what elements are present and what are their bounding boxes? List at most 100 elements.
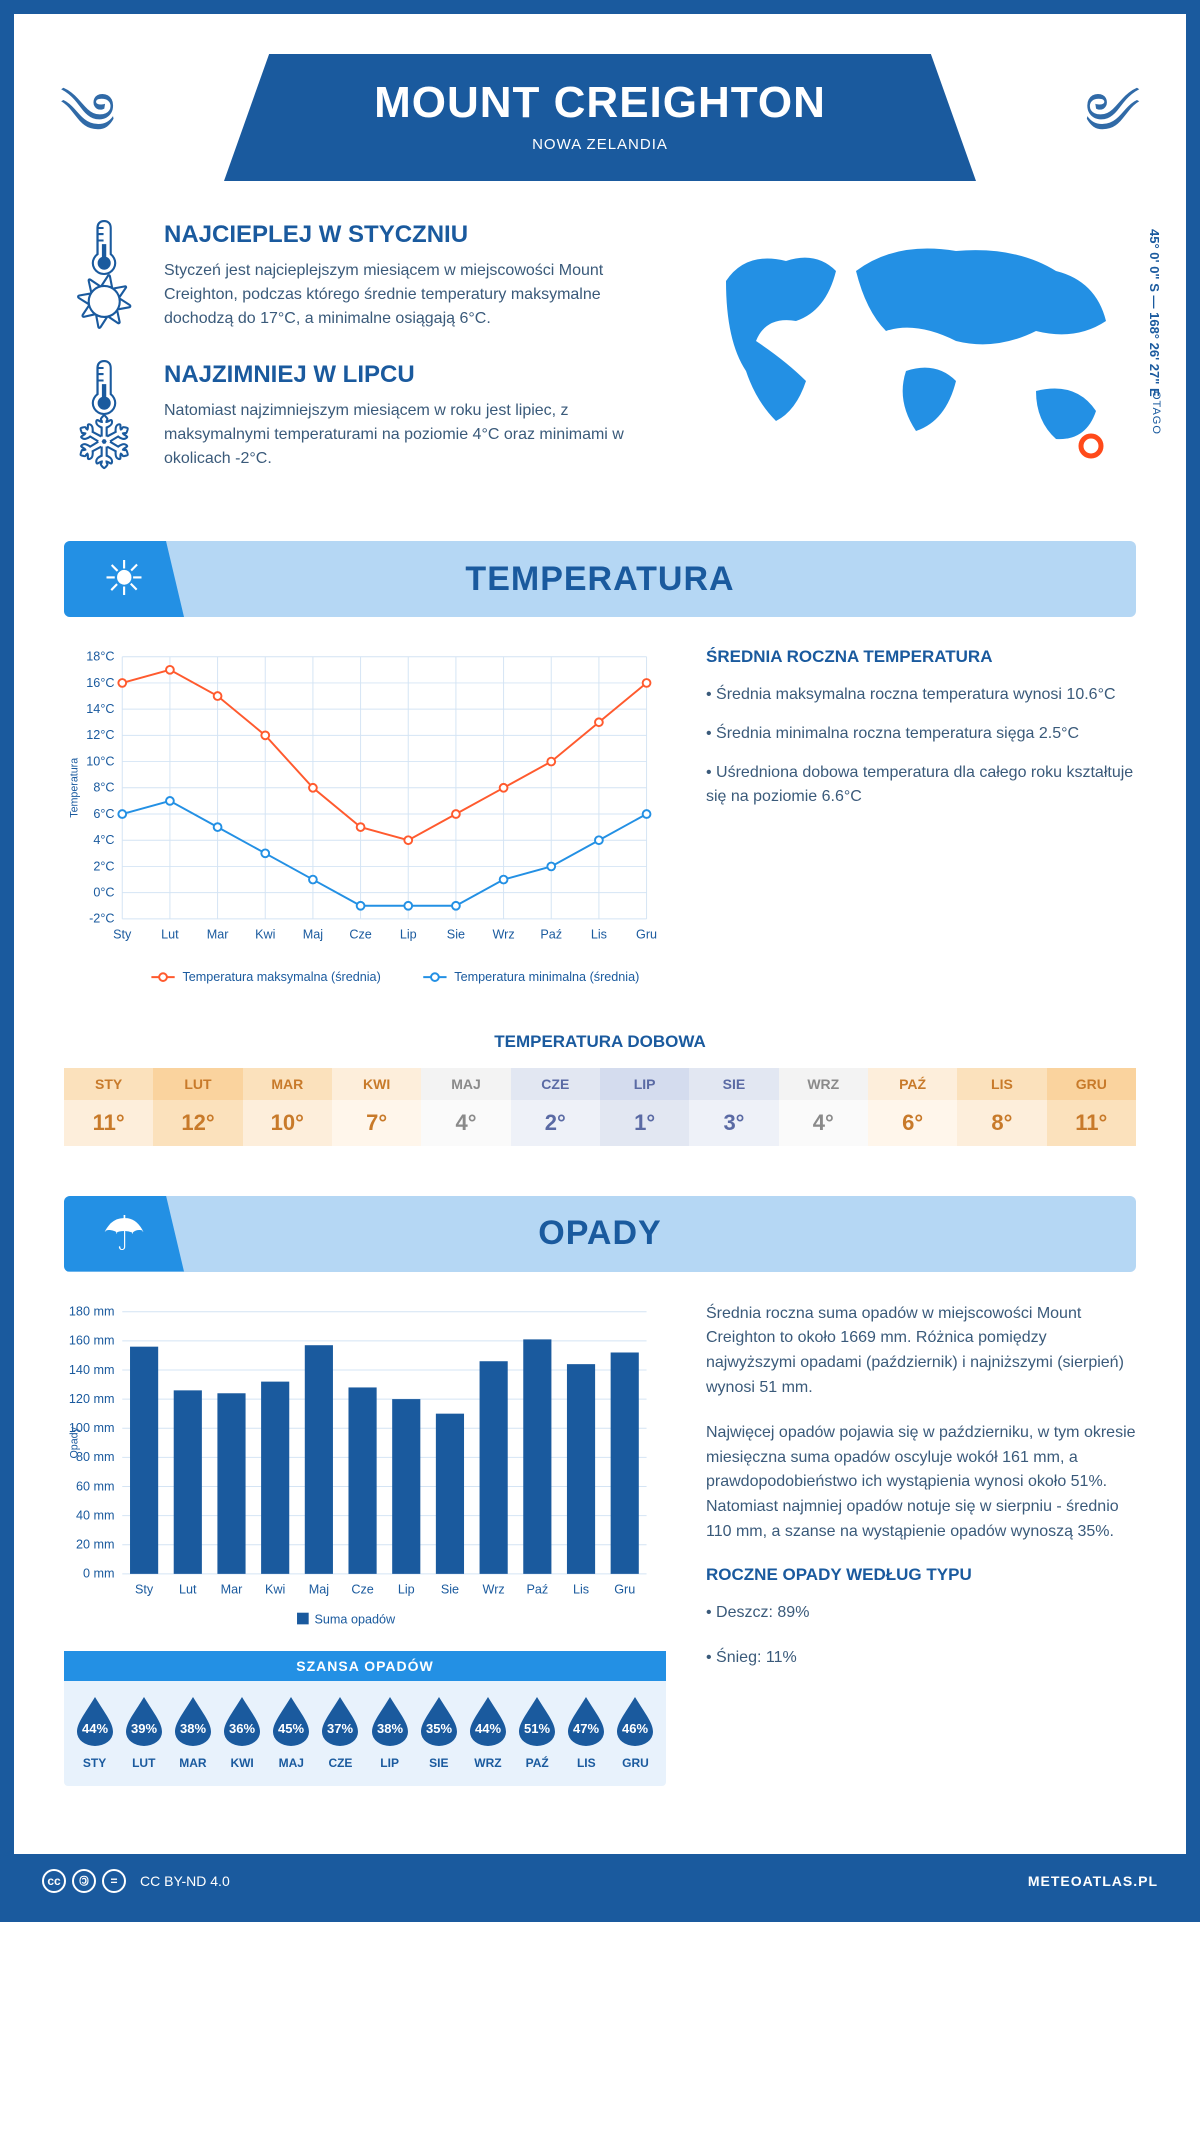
- svg-text:38%: 38%: [377, 1721, 403, 1736]
- svg-text:35%: 35%: [426, 1721, 452, 1736]
- precip-type-line: • Deszcz: 89%: [706, 1601, 1136, 1626]
- svg-text:47%: 47%: [573, 1721, 599, 1736]
- temperature-section-header: ☀ TEMPERATURA: [64, 541, 1136, 617]
- svg-text:Sie: Sie: [441, 1582, 459, 1596]
- country-subtitle: NOWA ZELANDIA: [224, 136, 976, 153]
- daily-temp-cell: STY 11°: [64, 1068, 153, 1146]
- svg-text:Maj: Maj: [303, 927, 323, 941]
- svg-text:Lip: Lip: [400, 927, 417, 941]
- chance-drop: 38% MAR: [168, 1695, 217, 1770]
- svg-text:Wrz: Wrz: [492, 927, 514, 941]
- precip-type-title: ROCZNE OPADY WEDŁUG TYPU: [706, 1565, 1136, 1585]
- world-map: 45° 0' 0" S — 168° 26' 27" E OTAGO: [696, 221, 1136, 501]
- svg-text:37%: 37%: [327, 1721, 353, 1736]
- svg-text:39%: 39%: [131, 1721, 157, 1736]
- warmest-text: Styczeń jest najcieplejszym miesiącem w …: [164, 259, 656, 331]
- svg-text:36%: 36%: [229, 1721, 255, 1736]
- sun-icon: ☀: [64, 541, 184, 617]
- temp-info-line: • Średnia maksymalna roczna temperatura …: [706, 683, 1136, 708]
- umbrella-icon: ☂: [64, 1196, 184, 1272]
- svg-text:Paź: Paź: [540, 927, 562, 941]
- thermometer-cold-icon: 🌡❄: [64, 361, 144, 471]
- svg-text:16°C: 16°C: [86, 676, 114, 690]
- header: MOUNT CREIGHTON NOWA ZELANDIA: [224, 54, 976, 181]
- chance-drop: 44% STY: [70, 1695, 119, 1770]
- daily-temp-cell: LUT 12°: [153, 1068, 242, 1146]
- svg-text:Maj: Maj: [309, 1582, 329, 1596]
- chance-drop: 36% KWI: [218, 1695, 267, 1770]
- svg-text:20 mm: 20 mm: [76, 1537, 115, 1551]
- svg-text:60 mm: 60 mm: [76, 1479, 115, 1493]
- precip-chart: 0 mm20 mm40 mm60 mm80 mm100 mm120 mm140 …: [64, 1302, 666, 1637]
- svg-text:14°C: 14°C: [86, 702, 114, 716]
- daily-temp-cell: LIP 1°: [600, 1068, 689, 1146]
- daily-temp-table: STY 11°LUT 12°MAR 10°KWI 7°MAJ 4°CZE 2°L…: [64, 1068, 1136, 1146]
- svg-text:140 mm: 140 mm: [69, 1362, 115, 1376]
- daily-temp-cell: LIS 8°: [957, 1068, 1046, 1146]
- svg-text:Sie: Sie: [447, 927, 465, 941]
- daily-temp-cell: WRZ 4°: [779, 1068, 868, 1146]
- chance-drop: 37% CZE: [316, 1695, 365, 1770]
- svg-text:160 mm: 160 mm: [69, 1333, 115, 1347]
- svg-text:44%: 44%: [82, 1721, 108, 1736]
- coldest-block: 🌡❄ NAJZIMNIEJ W LIPCU Natomiast najzimni…: [64, 361, 656, 471]
- svg-text:Kwi: Kwi: [255, 927, 275, 941]
- svg-text:Kwi: Kwi: [265, 1582, 285, 1596]
- svg-text:Mar: Mar: [207, 927, 229, 941]
- daily-temp-cell: PAŹ 6°: [868, 1068, 957, 1146]
- chance-drop: 39% LUT: [119, 1695, 168, 1770]
- wind-icon: ༄: [60, 50, 115, 213]
- svg-text:2°C: 2°C: [93, 859, 114, 873]
- chance-drop: 38% LIP: [365, 1695, 414, 1770]
- svg-text:Gru: Gru: [636, 927, 657, 941]
- svg-text:Lut: Lut: [179, 1582, 197, 1596]
- svg-text:12°C: 12°C: [86, 728, 114, 742]
- svg-text:Cze: Cze: [349, 927, 371, 941]
- svg-text:Suma opadów: Suma opadów: [315, 1612, 397, 1626]
- daily-temp-cell: MAR 10°: [243, 1068, 332, 1146]
- svg-text:18°C: 18°C: [86, 650, 114, 664]
- precip-title: OPADY: [184, 1214, 1136, 1253]
- svg-text:Opady: Opady: [69, 1426, 81, 1458]
- svg-text:8°C: 8°C: [93, 781, 114, 795]
- svg-text:40 mm: 40 mm: [76, 1508, 115, 1522]
- chance-drop: 45% MAJ: [267, 1695, 316, 1770]
- svg-text:80 mm: 80 mm: [76, 1450, 115, 1464]
- chance-drop: 44% WRZ: [463, 1695, 512, 1770]
- temp-info-line: • Średnia minimalna roczna temperatura s…: [706, 722, 1136, 747]
- daily-temp-title: TEMPERATURA DOBOWA: [64, 1032, 1136, 1052]
- svg-text:Sty: Sty: [113, 927, 132, 941]
- region-label: OTAGO: [1150, 391, 1162, 435]
- svg-text:0 mm: 0 mm: [83, 1566, 115, 1580]
- temperature-title: TEMPERATURA: [184, 560, 1136, 599]
- svg-text:Lis: Lis: [573, 1582, 589, 1596]
- chance-drop: 35% SIE: [414, 1695, 463, 1770]
- svg-text:180 mm: 180 mm: [69, 1304, 115, 1318]
- license-text: CC BY-ND 4.0: [140, 1873, 230, 1889]
- daily-temp-cell: GRU 11°: [1047, 1068, 1136, 1146]
- precip-type-line: • Śnieg: 11%: [706, 1646, 1136, 1671]
- thermometer-hot-icon: 🌡☀: [64, 221, 144, 331]
- chance-drop: 46% GRU: [611, 1695, 660, 1770]
- coldest-text: Natomiast najzimniejszym miesiącem w rok…: [164, 399, 656, 471]
- temperature-chart: -2°C0°C2°C4°C6°C8°C10°C12°C14°C16°C18°CS…: [64, 647, 666, 1002]
- daily-temp-cell: KWI 7°: [332, 1068, 421, 1146]
- precip-section-header: ☂ OPADY: [64, 1196, 1136, 1272]
- svg-text:Lis: Lis: [591, 927, 607, 941]
- svg-text:Temperatura: Temperatura: [69, 758, 81, 818]
- chance-title: SZANSA OPADÓW: [64, 1651, 666, 1681]
- warmest-title: NAJCIEPLEJ W STYCZNIU: [164, 221, 656, 249]
- svg-text:-2°C: -2°C: [89, 912, 114, 926]
- warmest-block: 🌡☀ NAJCIEPLEJ W STYCZNIU Styczeń jest na…: [64, 221, 656, 331]
- svg-text:Cze: Cze: [351, 1582, 373, 1596]
- svg-text:45%: 45%: [278, 1721, 304, 1736]
- svg-text:Wrz: Wrz: [483, 1582, 505, 1596]
- daily-temp-cell: SIE 3°: [689, 1068, 778, 1146]
- temp-info-title: ŚREDNIA ROCZNA TEMPERATURA: [706, 647, 1136, 667]
- location-title: MOUNT CREIGHTON: [224, 78, 976, 128]
- precip-text: Średnia roczna suma opadów w miejscowośc…: [706, 1302, 1136, 1401]
- svg-text:120 mm: 120 mm: [69, 1392, 115, 1406]
- daily-temp-cell: CZE 2°: [511, 1068, 600, 1146]
- daily-temp-cell: MAJ 4°: [421, 1068, 510, 1146]
- chance-drop: 47% LIS: [562, 1695, 611, 1770]
